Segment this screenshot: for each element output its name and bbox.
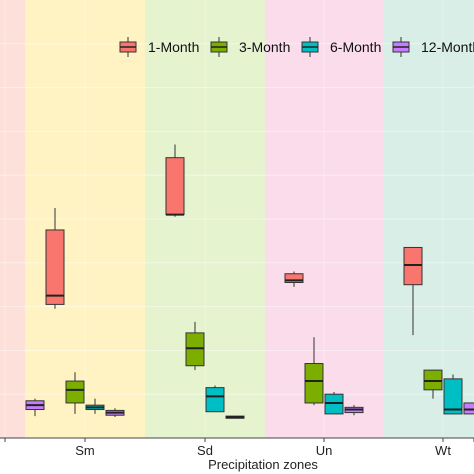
box-3-month-zone-3 bbox=[304, 337, 324, 406]
box-3-month-zone-1 bbox=[65, 372, 85, 414]
box-body bbox=[324, 393, 344, 415]
legend: 1-Month 3-Month 6-Month 12-Month bbox=[119, 37, 474, 57]
legend-item-6-month: 6-Month bbox=[301, 37, 381, 57]
box-body bbox=[165, 157, 185, 216]
box-12-month-zone-1 bbox=[105, 408, 125, 417]
box-12-month-zone-4 bbox=[463, 402, 474, 415]
box-1-month-zone-3 bbox=[284, 271, 304, 287]
box-1-month-zone-2 bbox=[165, 144, 185, 217]
box-12-month-zone-2 bbox=[225, 415, 245, 419]
legend-item-1-month: 1-Month bbox=[119, 37, 199, 57]
legend-label: 3-Month bbox=[239, 39, 290, 55]
x-tick-label-un: Un bbox=[316, 443, 333, 458]
box-6-month-zone-1 bbox=[85, 398, 105, 414]
box-6-month-zone-3 bbox=[324, 392, 344, 415]
legend-label: 1-Month bbox=[148, 39, 199, 55]
x-tick-label-sd: Sd bbox=[197, 443, 213, 458]
box-body bbox=[185, 332, 205, 367]
boxplot-series bbox=[25, 144, 474, 419]
box-6-month-zone-2 bbox=[205, 385, 225, 413]
box-body bbox=[423, 369, 443, 391]
box-body bbox=[65, 380, 85, 404]
x-tick-label-wt: Wt bbox=[435, 443, 451, 458]
box-12-month-zone-0 bbox=[25, 398, 45, 417]
box-1-month-zone-4 bbox=[403, 246, 423, 336]
x-axis: Sm Sd Un Wt bbox=[0, 437, 474, 458]
gridlines bbox=[4, 0, 474, 438]
legend-item-3-month: 3-Month bbox=[210, 37, 290, 57]
x-axis-title: Precipitation zones bbox=[208, 457, 318, 472]
x-tick-label-sm: Sm bbox=[75, 443, 95, 458]
box-body bbox=[45, 229, 65, 305]
box-body bbox=[443, 378, 463, 415]
box-body bbox=[284, 273, 304, 284]
box-3-month-zone-2 bbox=[185, 321, 205, 371]
legend-label: 12-Month bbox=[421, 39, 474, 55]
box-1-month-zone-1 bbox=[45, 208, 65, 309]
box-6-month-zone-4 bbox=[443, 374, 463, 415]
box-3-month-zone-4 bbox=[423, 369, 443, 399]
legend-item-12-month: 12-Month bbox=[392, 37, 474, 57]
box-12-month-zone-3 bbox=[344, 405, 364, 416]
box-body bbox=[463, 402, 474, 415]
box-body bbox=[403, 246, 423, 286]
legend-label: 6-Month bbox=[330, 39, 381, 55]
box-body bbox=[205, 387, 225, 413]
box-body bbox=[304, 363, 324, 404]
